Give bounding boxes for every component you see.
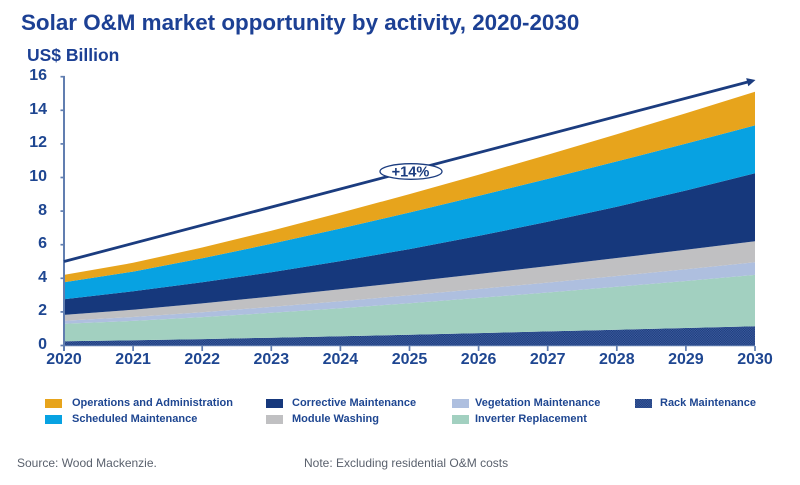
svg-text:+14%: +14% — [392, 165, 430, 181]
